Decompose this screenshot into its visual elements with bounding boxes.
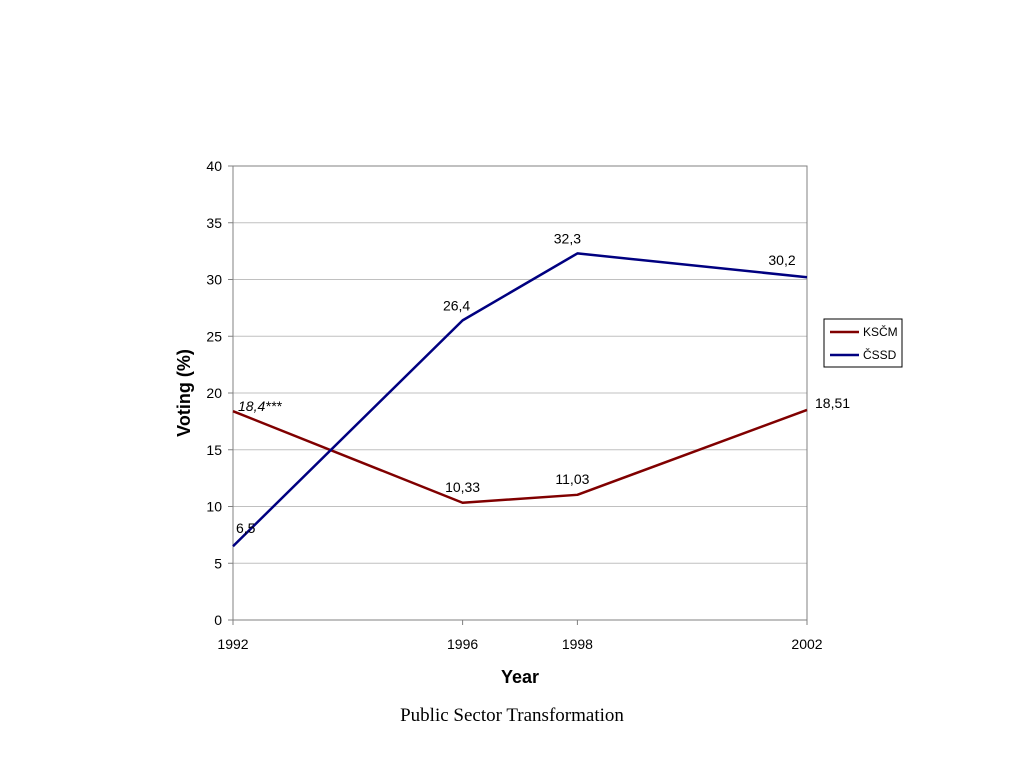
data-label: 18,51 (815, 395, 850, 411)
series-line-ČSSD (232, 252, 808, 548)
y-tick-label: 10 (206, 499, 222, 515)
y-tick-label: 15 (206, 442, 222, 458)
y-axis-title: Voting (%) (174, 349, 194, 437)
data-label: 26,4 (443, 297, 470, 313)
footer-caption: Public Sector Transformation (400, 705, 624, 726)
legend-box (823, 318, 903, 368)
gridlines (233, 222, 807, 564)
y-tick-label: 20 (206, 385, 222, 401)
y-tick-label: 5 (214, 555, 222, 571)
y-axis-ticks: 0 5 10 15 20 25 30 35 40 (206, 158, 233, 628)
data-labels: 18,4*** 10,33 11,03 18,51 6,5 26,4 32,3 30,2 (236, 230, 850, 536)
x-tick-label: 2002 (791, 636, 822, 652)
data-label: 6,5 (236, 520, 256, 536)
y-tick-label: 25 (206, 328, 222, 344)
x-axis-title: Year (501, 667, 539, 687)
data-label: 10,33 (445, 479, 480, 495)
y-tick-label: 35 (206, 215, 222, 231)
legend-label: KSČM (863, 324, 898, 339)
x-tick-label: 1998 (562, 636, 593, 652)
x-tick-label: 1996 (447, 636, 478, 652)
x-tick-label: 1992 (217, 636, 248, 652)
data-label: 11,03 (555, 471, 589, 487)
y-tick-label: 30 (206, 272, 222, 288)
data-label: 32,3 (554, 230, 581, 246)
legend-label: ČSSD (863, 347, 897, 362)
data-label: 18,4*** (238, 398, 282, 414)
y-tick-label: 0 (214, 612, 222, 628)
y-tick-label: 40 (206, 158, 222, 174)
series-lines (232, 252, 808, 548)
legend: KSČM ČSSD (823, 318, 903, 368)
series-line-KSČM (232, 408, 808, 505)
data-label: 30,2 (768, 252, 795, 268)
x-axis-ticks: 1992 1996 1998 2002 (217, 620, 823, 652)
